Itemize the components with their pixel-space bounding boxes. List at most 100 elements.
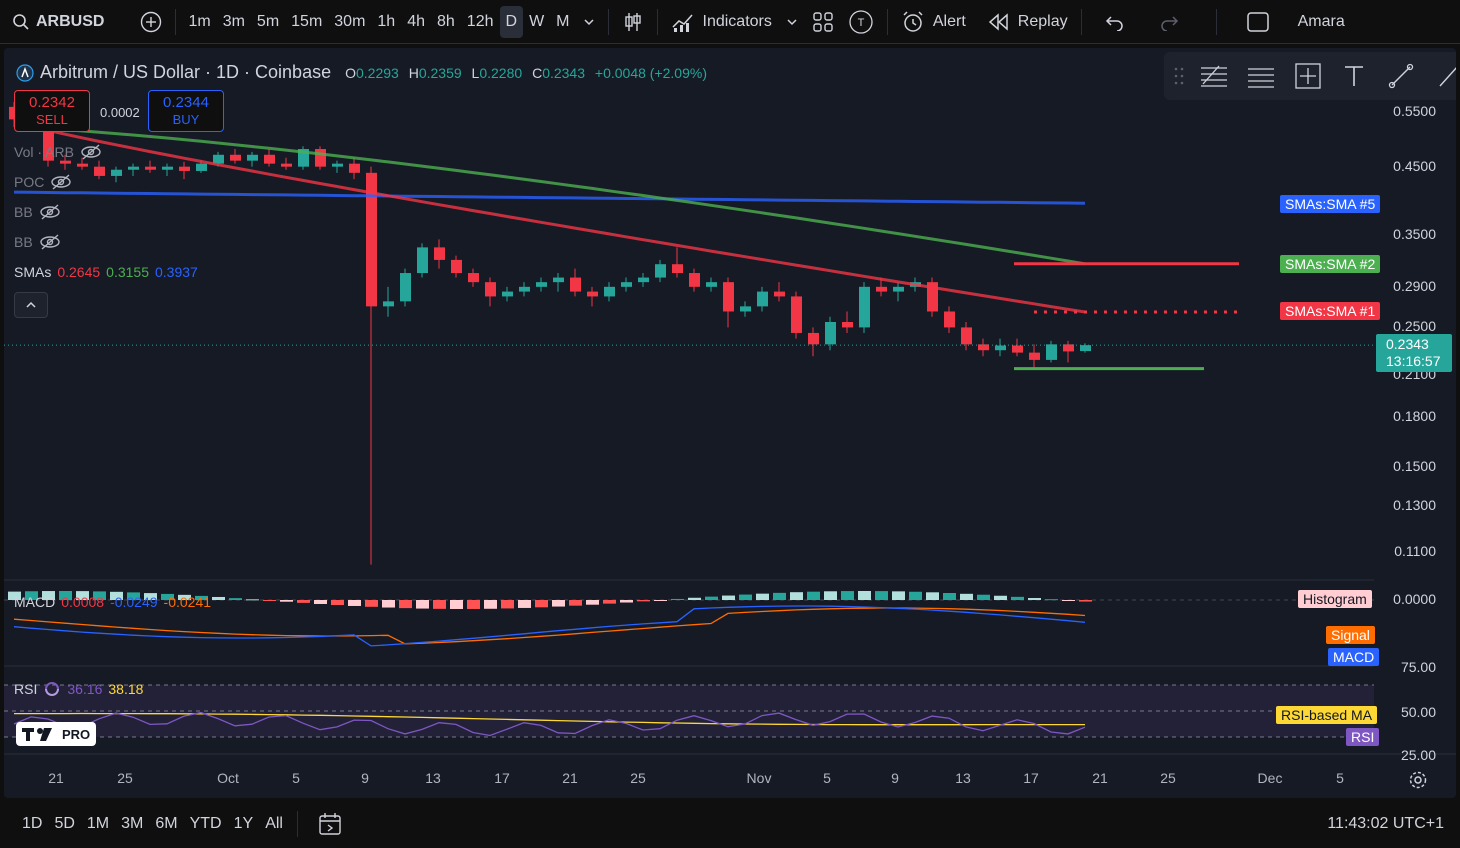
timeframe-w[interactable]: W bbox=[529, 12, 545, 30]
eye-off-icon[interactable] bbox=[50, 174, 72, 190]
sell-button[interactable]: 0.2342 SELL bbox=[14, 90, 90, 132]
indicator-vol[interactable]: Vol · ARB bbox=[14, 144, 102, 160]
range-3m[interactable]: 3M bbox=[121, 815, 144, 832]
price-axis-label: 0.2500 bbox=[1393, 318, 1436, 335]
fib-retracement-tool[interactable] bbox=[1198, 59, 1231, 93]
pro-label: PRO bbox=[62, 726, 91, 742]
rsi-legend[interactable]: RSI 36.16 38.18 bbox=[14, 681, 144, 697]
fullscreen-button[interactable] bbox=[1239, 6, 1277, 38]
eye-off-icon[interactable] bbox=[39, 234, 61, 250]
eye-off-icon[interactable] bbox=[80, 144, 102, 160]
replay-button[interactable]: Replay bbox=[981, 6, 1075, 38]
buy-button[interactable]: 0.2344 BUY bbox=[148, 90, 224, 132]
timezone-clock[interactable]: 11:43:02 UTC+1 bbox=[1327, 815, 1444, 832]
macd-histogram-bar bbox=[892, 591, 905, 600]
range-list: 1D 5D 1M 3M 6M YTD 1Y All bbox=[16, 808, 289, 840]
channel-tool[interactable] bbox=[1245, 59, 1278, 93]
macd-legend[interactable]: MACD 0.0008 -0.0249 -0.0241 bbox=[14, 594, 212, 610]
macd-histogram-bar bbox=[671, 598, 684, 600]
range-6m[interactable]: 6M bbox=[155, 815, 178, 832]
timeframe-m[interactable]: M bbox=[556, 12, 570, 30]
macd-histogram-bar bbox=[1011, 596, 1024, 600]
user-menu[interactable]: Amara bbox=[1291, 6, 1352, 38]
timeframe-1m[interactable]: 1m bbox=[188, 12, 211, 30]
macd-histogram-bar bbox=[688, 597, 701, 600]
macd-histogram-bar bbox=[722, 595, 735, 600]
candle-body bbox=[1029, 352, 1040, 360]
divider bbox=[1215, 8, 1217, 35]
drag-handle[interactable] bbox=[1174, 66, 1184, 86]
time-axis-label: 5 bbox=[1336, 770, 1344, 786]
templates-button[interactable]: T bbox=[841, 6, 881, 38]
timeframe-1h[interactable]: 1h bbox=[377, 12, 396, 30]
time-axis-settings-button[interactable] bbox=[1408, 770, 1428, 795]
svg-text:T: T bbox=[858, 17, 865, 29]
timeframe-d[interactable]: D bbox=[499, 5, 524, 38]
go-to-date-button[interactable] bbox=[312, 808, 350, 840]
candle-body bbox=[519, 286, 530, 292]
histogram-tag: Histogram bbox=[1298, 590, 1372, 608]
timeframe-12h[interactable]: 12h bbox=[466, 12, 494, 30]
user-label: Amara bbox=[1297, 12, 1345, 30]
eye-off-icon[interactable] bbox=[39, 204, 61, 220]
indicator-poc[interactable]: POC bbox=[14, 174, 72, 190]
chart-area[interactable]: Arbitrum / US Dollar · 1D · Coinbase O0.… bbox=[4, 48, 1456, 798]
macd-histogram-bar bbox=[484, 600, 497, 609]
macd-histogram-bar bbox=[450, 600, 463, 609]
candle-body bbox=[264, 154, 275, 164]
indicator-smas[interactable]: SMAs 0.2645 0.3155 0.3937 bbox=[14, 264, 198, 280]
text-tool[interactable] bbox=[1338, 59, 1371, 93]
measure-tool[interactable] bbox=[1291, 59, 1324, 93]
layouts-button[interactable] bbox=[805, 6, 841, 38]
undo-button[interactable] bbox=[1098, 6, 1132, 38]
redo-button[interactable] bbox=[1152, 6, 1186, 38]
sma2-line bbox=[13, 125, 1086, 266]
range-all[interactable]: All bbox=[265, 815, 283, 832]
candle-body bbox=[1063, 344, 1074, 352]
timeframe-3m[interactable]: 3m bbox=[222, 12, 245, 30]
sma2-value: 0.3155 bbox=[106, 264, 149, 280]
candle-body bbox=[502, 291, 513, 297]
sma1-tag: SMAs:SMA #1 bbox=[1280, 302, 1381, 320]
indicator-bb-1[interactable]: BB bbox=[14, 204, 61, 220]
macd-histogram-bar bbox=[858, 591, 871, 600]
price-axis-label: 0.1800 bbox=[1393, 408, 1436, 425]
candle-body bbox=[60, 160, 71, 164]
gear-icon bbox=[1409, 771, 1427, 789]
timeframe-5m[interactable]: 5m bbox=[256, 12, 280, 30]
macd-line bbox=[13, 605, 1086, 647]
price-axis-label: 0.4500 bbox=[1393, 157, 1436, 174]
macd-hist-value: 0.0008 bbox=[61, 594, 105, 610]
alert-button[interactable]: Alert bbox=[894, 6, 973, 38]
candle-body bbox=[672, 264, 683, 274]
candle-body bbox=[434, 247, 445, 260]
range-ytd[interactable]: YTD bbox=[189, 815, 222, 832]
range-1y[interactable]: 1Y bbox=[233, 815, 254, 832]
chart-type-button[interactable] bbox=[615, 6, 651, 38]
macd-tag: MACD bbox=[1328, 648, 1380, 666]
indicators-button[interactable]: Indicators bbox=[664, 6, 779, 38]
timeframe-dropdown[interactable] bbox=[576, 6, 602, 38]
brush-tool[interactable] bbox=[1431, 59, 1456, 93]
collapse-legend-button[interactable] bbox=[14, 292, 48, 318]
indicators-dropdown[interactable] bbox=[779, 6, 805, 38]
drawing-toolbar bbox=[1164, 52, 1456, 100]
range-1m[interactable]: 1M bbox=[86, 815, 110, 832]
macd-histogram-bar bbox=[93, 591, 106, 600]
last-price-tag: 0.2343 13:16:57 bbox=[1376, 334, 1452, 372]
trendline-tool[interactable] bbox=[1385, 59, 1418, 93]
range-1d[interactable]: 1D bbox=[22, 815, 43, 832]
macd-histogram-bar bbox=[110, 591, 123, 600]
timeframe-30m[interactable]: 30m bbox=[334, 12, 366, 30]
macd-histogram-bar bbox=[399, 600, 412, 609]
range-5d[interactable]: 5D bbox=[54, 815, 75, 832]
indicator-bb-2[interactable]: BB bbox=[14, 234, 61, 250]
timeframe-8h[interactable]: 8h bbox=[437, 12, 455, 30]
timeframe-4h[interactable]: 4h bbox=[407, 12, 425, 30]
compare-symbol-button[interactable] bbox=[133, 6, 169, 38]
symbol-search[interactable]: ARBUSD bbox=[0, 6, 111, 38]
candle-body bbox=[706, 282, 717, 287]
divider bbox=[1080, 8, 1082, 35]
timeframe-15m[interactable]: 15m bbox=[291, 12, 323, 30]
chart-canvas[interactable] bbox=[4, 48, 1456, 798]
